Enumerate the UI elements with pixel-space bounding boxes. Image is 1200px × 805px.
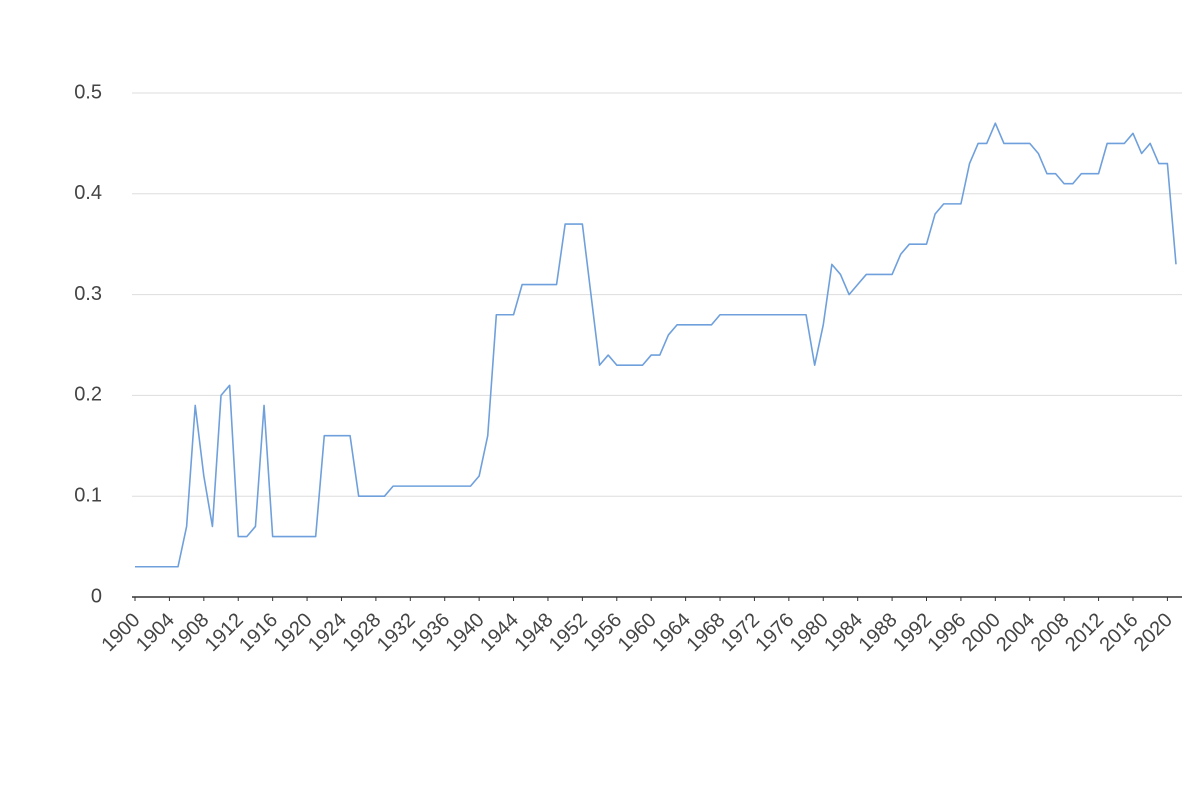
x-tick-label: 1948 <box>510 609 557 656</box>
x-tick-label: 2008 <box>1027 609 1074 656</box>
x-tick-label: 1924 <box>304 609 351 656</box>
x-tick-label: 1996 <box>923 609 970 656</box>
y-tick-label: 0 <box>91 585 102 607</box>
y-tick-label: 0.2 <box>74 384 102 406</box>
x-tick-label: 2012 <box>1061 609 1108 656</box>
x-tick-label: 1900 <box>98 609 145 656</box>
x-tick-label: 2000 <box>958 609 1005 656</box>
x-tick-label: 1984 <box>820 609 867 656</box>
x-tick-label: 1992 <box>889 609 936 656</box>
x-tick-label: 2020 <box>1130 609 1177 656</box>
x-tick-label: 1908 <box>166 609 213 656</box>
y-tick-label: 0.3 <box>74 283 102 305</box>
x-tick-label: 1976 <box>751 609 798 656</box>
x-tick-label: 2016 <box>1095 609 1142 656</box>
x-tick-label: 1952 <box>545 609 592 656</box>
x-tick-label: 1956 <box>579 609 626 656</box>
x-tick-label: 1964 <box>648 609 695 656</box>
x-tick-label: 1968 <box>683 609 730 656</box>
y-tick-label: 0.5 <box>74 81 102 103</box>
y-tick-label: 0.1 <box>74 484 102 506</box>
x-tick-label: 1916 <box>235 609 282 656</box>
x-tick-label: 1988 <box>855 609 902 656</box>
x-tick-label: 1928 <box>338 609 385 656</box>
x-tick-label: 1940 <box>442 609 489 656</box>
x-tick-label: 1936 <box>407 609 454 656</box>
x-tick-label: 1980 <box>786 609 833 656</box>
x-tick-label: 1912 <box>201 609 248 656</box>
x-tick-label: 1944 <box>476 609 523 656</box>
x-tick-label: 2004 <box>992 609 1039 656</box>
x-tick-label: 1972 <box>717 609 764 656</box>
x-tick-label: 1920 <box>270 609 317 656</box>
x-tick-label: 1932 <box>373 609 420 656</box>
line-series <box>135 122 1177 568</box>
x-tick-label: 1904 <box>132 609 179 656</box>
y-tick-label: 0.4 <box>74 182 102 204</box>
x-tick-label: 1960 <box>614 609 661 656</box>
